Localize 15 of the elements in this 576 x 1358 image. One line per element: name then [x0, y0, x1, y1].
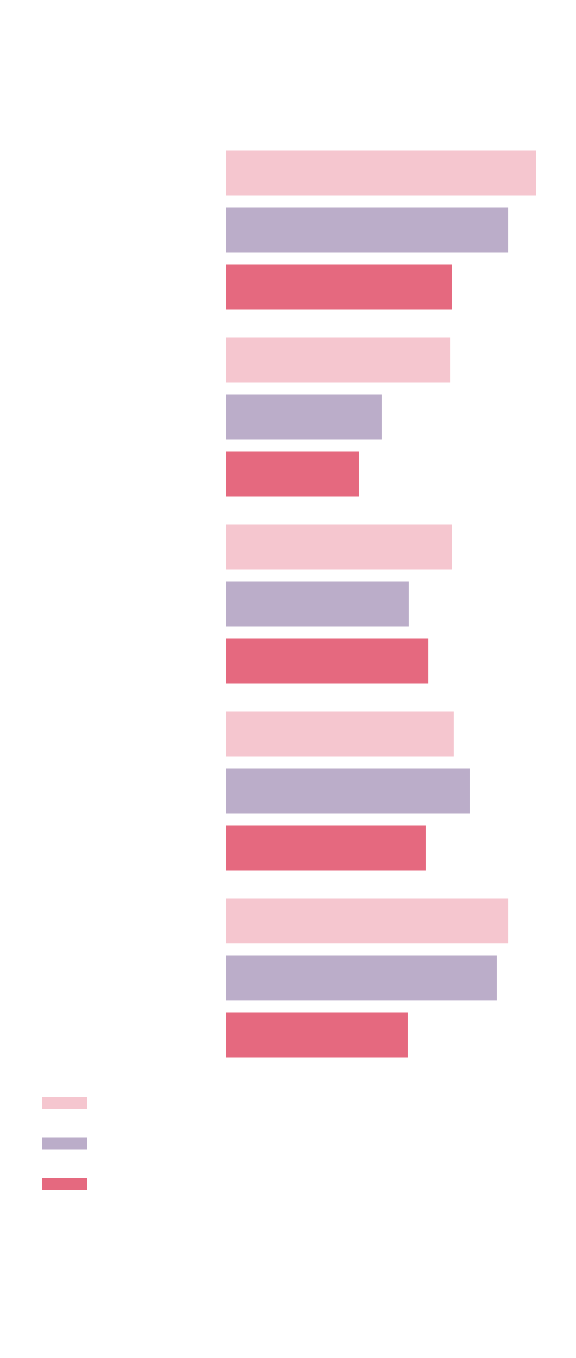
bar	[226, 1012, 408, 1058]
bar	[226, 768, 470, 814]
bar	[226, 451, 359, 497]
bar	[226, 955, 497, 1001]
bar	[226, 638, 429, 684]
bar	[226, 264, 452, 310]
bar	[226, 825, 426, 871]
bar	[226, 150, 536, 196]
bar	[226, 394, 382, 440]
bar	[226, 524, 452, 570]
bar	[226, 581, 409, 627]
bar	[226, 337, 451, 383]
bar	[226, 898, 509, 944]
bar	[226, 207, 509, 253]
bar	[226, 711, 454, 757]
